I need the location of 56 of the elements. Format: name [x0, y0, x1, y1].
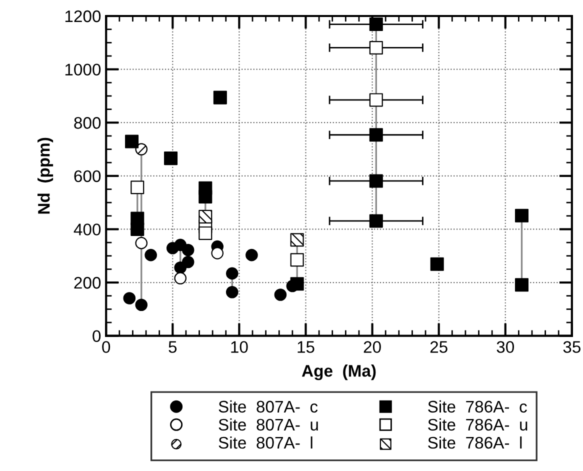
x-tick-label: 25 — [430, 341, 448, 353]
x-tick-label: 10 — [231, 341, 248, 353]
legend-label: Site 786A- u — [428, 418, 528, 431]
point — [226, 267, 238, 280]
point — [125, 134, 139, 148]
point — [198, 210, 212, 224]
point — [135, 236, 148, 250]
legend-label: Site 807A- u — [218, 418, 318, 431]
x-tick-label: 5 — [168, 341, 177, 353]
y-tick-label: 200 — [74, 276, 101, 289]
point — [135, 298, 148, 312]
x-tick-label: 30 — [496, 341, 514, 353]
point — [290, 277, 304, 291]
point — [198, 190, 212, 204]
x-axis-title: Age (Ma) — [302, 364, 376, 380]
legend-label: Site 807A- c — [218, 400, 318, 413]
point — [182, 256, 194, 268]
legend-label: Site 786A- l — [428, 436, 522, 449]
y-tick-label: 0 — [92, 330, 101, 342]
point — [123, 292, 136, 304]
point — [246, 248, 258, 262]
y-tick-label: 600 — [74, 170, 101, 182]
legend-label: Site 807A- l — [218, 436, 312, 449]
legend-label: Site 786A- c — [428, 400, 527, 413]
point — [514, 208, 529, 222]
point — [290, 233, 304, 247]
point — [211, 247, 224, 260]
point — [290, 253, 304, 267]
point — [369, 93, 383, 107]
point — [135, 143, 148, 156]
point — [164, 152, 178, 166]
point — [369, 40, 383, 54]
point — [369, 18, 383, 32]
point — [130, 222, 144, 236]
point — [198, 226, 212, 240]
y-tick-label: 1200 — [65, 10, 101, 22]
x-tick-label: 35 — [563, 341, 580, 353]
point — [514, 278, 529, 292]
point — [213, 90, 227, 104]
point — [130, 180, 144, 194]
x-tick-label: 0 — [102, 341, 110, 353]
point — [226, 286, 238, 298]
point — [369, 214, 383, 228]
point — [430, 257, 444, 271]
x-tick-label: 20 — [364, 341, 381, 353]
point — [144, 248, 157, 262]
point — [274, 288, 287, 301]
point — [174, 272, 187, 284]
y-tick-label: 1000 — [65, 64, 101, 76]
y-axis-title: Nd (ppm) — [38, 138, 54, 214]
point — [369, 128, 383, 142]
y-tick-label: 800 — [74, 117, 101, 129]
point — [369, 174, 383, 188]
point — [182, 244, 194, 256]
y-tick-label: 400 — [74, 224, 101, 236]
x-tick-label: 15 — [298, 341, 314, 353]
